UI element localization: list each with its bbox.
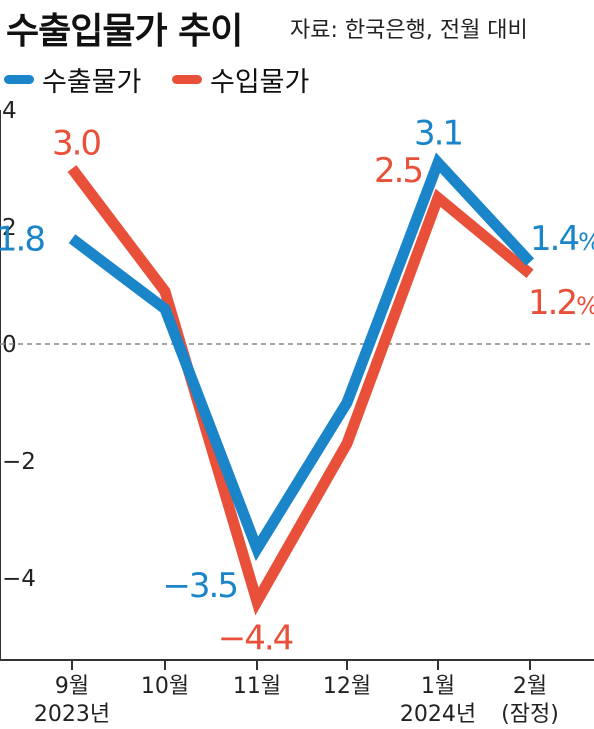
x-tick-label: 9월 [55,674,89,699]
chart-source: 자료: 한국은행, 전월 대비 [290,18,528,43]
data-label-import: 1.2% [528,283,594,323]
y-tick-label: 4 [2,98,17,124]
x-tick-label: 10월 [141,674,189,699]
data-label-export: 3.1 [414,114,462,154]
data-label-unit: % [576,292,594,320]
x-tick-label: 12월 [323,674,371,699]
y-tick-label: 0 [2,332,17,358]
x-tick-label: 2024년 [400,702,476,727]
data-label-export: 1.8 [0,220,44,260]
y-tick-label: 2 [2,215,17,241]
x-tick-label: (잠정) [501,702,559,727]
data-label-import: 2.5 [374,151,422,191]
data-label-export: −3.5 [162,566,237,606]
legend-label-export: 수출물가 [42,66,142,98]
x-tick-label: 2023년 [34,702,110,727]
data-label-unit: % [578,228,594,256]
data-label-export: 1.4% [530,219,594,259]
y-tick-label: −2 [2,449,36,475]
legend-item-import: 수입물가 [172,62,310,98]
legend-label-import: 수입물가 [210,66,310,98]
legend-swatch-export [4,74,34,84]
x-tick-label: 11월 [233,674,281,699]
series-line-export [68,152,535,562]
x-tick-label: 1월 [421,674,455,699]
data-label-import: −4.4 [218,618,293,658]
y-tick-label: −4 [2,566,36,592]
legend-item-export: 수출물가 [4,62,142,98]
data-label-import: 3.0 [52,124,100,164]
x-tick-label: 2월 [513,674,547,699]
legend-swatch-import [172,74,202,84]
series-line-import [67,165,534,616]
chart-title: 수출입물가 추이 [6,11,243,52]
